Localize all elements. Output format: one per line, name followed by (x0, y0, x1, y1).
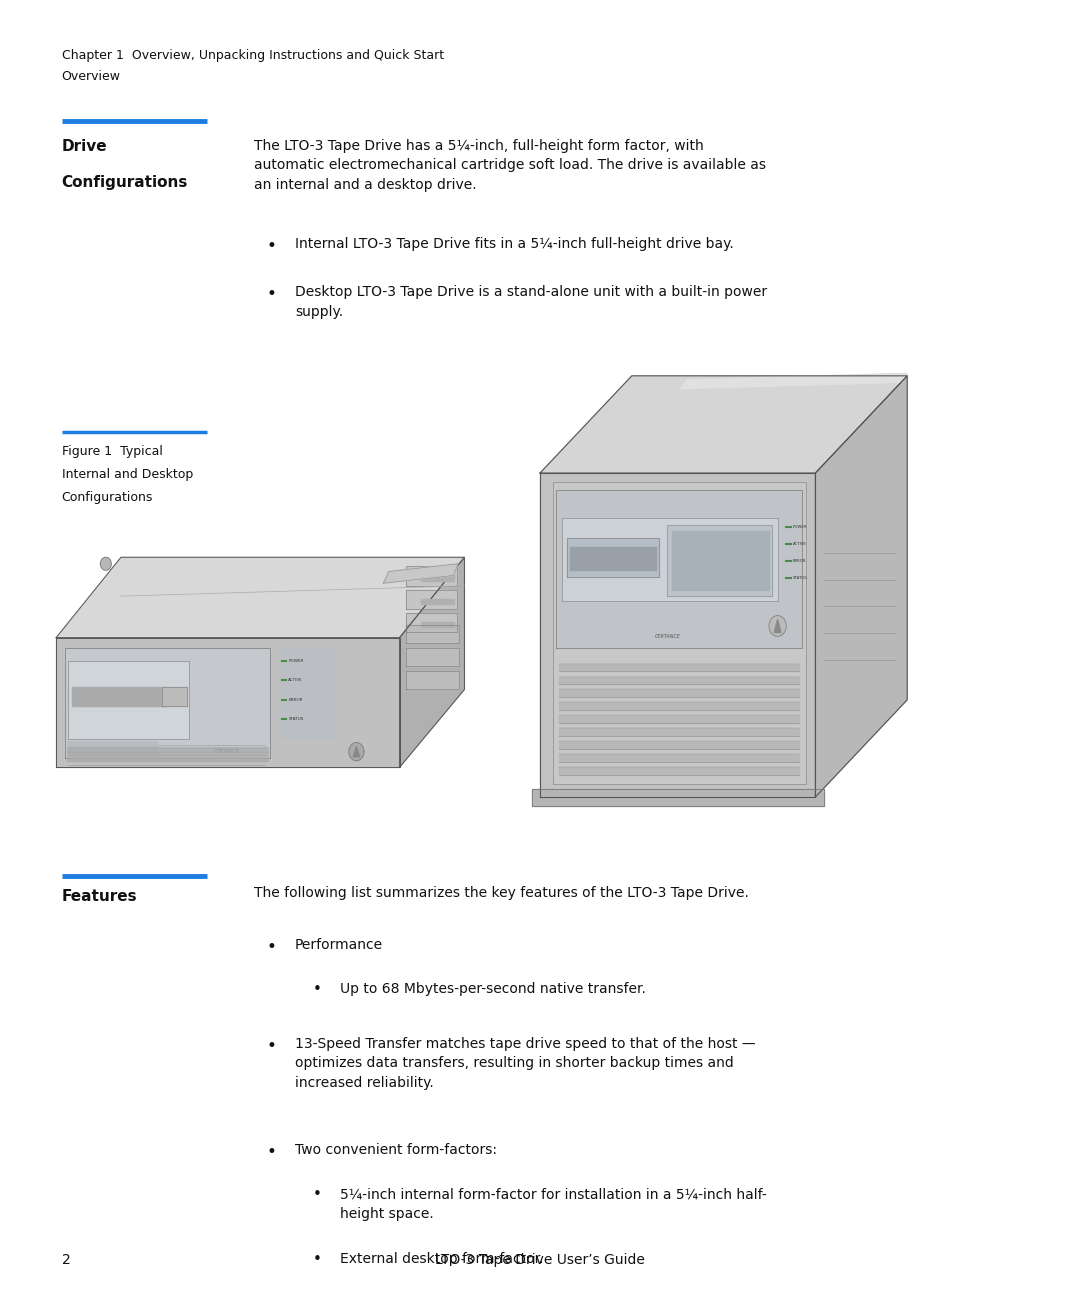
Polygon shape (56, 638, 400, 767)
Text: ERROR: ERROR (793, 559, 806, 564)
Polygon shape (406, 625, 459, 643)
Polygon shape (406, 566, 457, 586)
Text: Overview: Overview (62, 70, 121, 83)
Text: POWER: POWER (288, 658, 303, 664)
Polygon shape (406, 590, 457, 609)
Text: ERROR: ERROR (288, 697, 302, 702)
Polygon shape (406, 613, 457, 632)
Polygon shape (56, 557, 464, 638)
Polygon shape (559, 715, 799, 723)
Polygon shape (559, 728, 799, 736)
Polygon shape (680, 373, 907, 389)
Polygon shape (421, 599, 454, 604)
Polygon shape (667, 525, 772, 596)
Polygon shape (162, 687, 187, 706)
Polygon shape (553, 482, 806, 784)
Text: 5¼-inch internal form-factor for installation in a 5¼-inch half-
height space.: 5¼-inch internal form-factor for install… (340, 1187, 767, 1221)
Polygon shape (567, 538, 659, 577)
Text: •: • (313, 1187, 322, 1203)
Polygon shape (532, 789, 824, 806)
Text: CERTANCE: CERTANCE (214, 749, 240, 754)
Polygon shape (559, 677, 799, 684)
Polygon shape (68, 661, 189, 739)
Text: ACTIVE: ACTIVE (288, 678, 303, 683)
Polygon shape (559, 702, 799, 710)
Text: LTO-3 Tape Drive User’s Guide: LTO-3 Tape Drive User’s Guide (435, 1253, 645, 1267)
Text: External desktop form-factor.: External desktop form-factor. (340, 1252, 543, 1266)
Polygon shape (559, 754, 799, 762)
Text: Internal and Desktop: Internal and Desktop (62, 468, 193, 481)
Text: STATUS: STATUS (793, 575, 808, 581)
Polygon shape (559, 767, 799, 775)
Polygon shape (540, 376, 907, 473)
Text: Performance: Performance (295, 938, 383, 953)
Polygon shape (353, 746, 360, 757)
Text: Configurations: Configurations (62, 491, 153, 504)
Text: Figure 1  Typical: Figure 1 Typical (62, 445, 162, 457)
Text: Two convenient form-factors:: Two convenient form-factors: (295, 1143, 497, 1157)
Text: Chapter 1  Overview, Unpacking Instructions and Quick Start: Chapter 1 Overview, Unpacking Instructio… (62, 49, 444, 62)
Text: •: • (267, 938, 276, 956)
Polygon shape (815, 376, 907, 797)
Polygon shape (421, 575, 454, 581)
Polygon shape (672, 531, 769, 590)
Circle shape (349, 743, 364, 761)
Polygon shape (68, 741, 157, 754)
Text: •: • (313, 982, 322, 998)
Polygon shape (383, 564, 458, 583)
Polygon shape (406, 671, 459, 689)
Polygon shape (556, 490, 802, 648)
Text: Features: Features (62, 889, 137, 905)
Polygon shape (421, 622, 454, 627)
Polygon shape (559, 689, 799, 697)
Text: Drive: Drive (62, 139, 107, 154)
Polygon shape (570, 547, 656, 570)
Text: •: • (267, 237, 276, 255)
Polygon shape (72, 687, 167, 706)
Text: •: • (267, 1143, 276, 1161)
Text: POWER: POWER (793, 525, 807, 530)
Polygon shape (400, 557, 464, 767)
Text: Up to 68 Mbytes-per-second native transfer.: Up to 68 Mbytes-per-second native transf… (340, 982, 646, 997)
Polygon shape (562, 518, 778, 601)
Text: ACTIVE: ACTIVE (793, 542, 807, 547)
Polygon shape (65, 648, 270, 758)
Text: 2: 2 (62, 1253, 70, 1267)
Polygon shape (540, 473, 815, 797)
Text: •: • (267, 1037, 276, 1055)
Text: Desktop LTO-3 Tape Drive is a stand-alone unit with a built-in power
supply.: Desktop LTO-3 Tape Drive is a stand-alon… (295, 285, 767, 319)
Text: 13-Speed Transfer matches tape drive speed to that of the host —
optimizes data : 13-Speed Transfer matches tape drive spe… (295, 1037, 756, 1090)
Text: •: • (313, 1252, 322, 1267)
Polygon shape (406, 648, 459, 666)
Polygon shape (774, 619, 781, 632)
Text: STATUS: STATUS (288, 717, 303, 722)
Polygon shape (279, 648, 335, 739)
Polygon shape (559, 741, 799, 749)
Text: CERTANCE: CERTANCE (654, 634, 680, 639)
Text: The following list summarizes the key features of the LTO-3 Tape Drive.: The following list summarizes the key fe… (254, 886, 748, 901)
Text: Configurations: Configurations (62, 175, 188, 191)
Text: •: • (267, 285, 276, 303)
Circle shape (100, 557, 111, 570)
Circle shape (769, 616, 786, 636)
Text: Internal LTO-3 Tape Drive fits in a 5¼-inch full-height drive bay.: Internal LTO-3 Tape Drive fits in a 5¼-i… (295, 237, 733, 251)
Text: The LTO-3 Tape Drive has a 5¼-inch, full-height form factor, with
automatic elec: The LTO-3 Tape Drive has a 5¼-inch, full… (254, 139, 766, 192)
Polygon shape (559, 664, 799, 671)
